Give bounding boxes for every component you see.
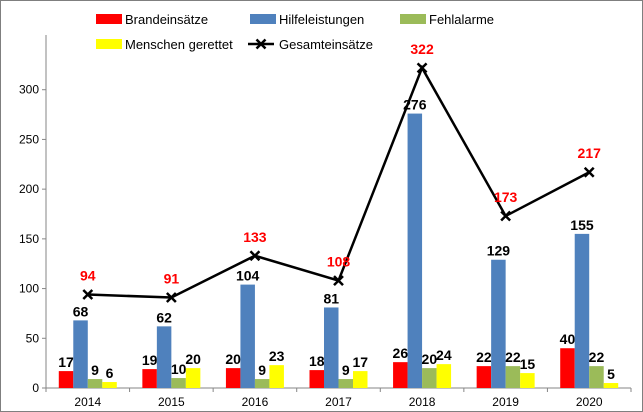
data-label-brandeinsaetze: 20 xyxy=(225,351,241,367)
bar-menschen-gerettet xyxy=(102,382,117,388)
data-label-brandeinsaetze: 40 xyxy=(560,331,576,347)
bar-menschen-gerettet xyxy=(185,368,201,388)
legend-label-gesamteinsaetze: Gesamteinsätze xyxy=(279,37,373,52)
bar-brandeinsaetze xyxy=(142,369,157,388)
bar-fehlalarme xyxy=(87,379,103,388)
legend-label-fehlalarme: Fehlalarme xyxy=(429,12,494,27)
data-label-fehlalarme: 22 xyxy=(589,349,605,365)
data-label-gesamteinsaetze: 133 xyxy=(243,229,267,245)
bar-brandeinsaetze xyxy=(309,370,324,388)
bar-hilfeleistungen xyxy=(324,307,339,388)
data-label-gesamteinsaetze: 173 xyxy=(494,189,518,205)
y-tick-label: 200 xyxy=(19,182,39,196)
marker-gesamteinsaetze xyxy=(333,275,344,287)
data-label-fehlalarme: 9 xyxy=(91,362,99,378)
bar-hilfeleistungen xyxy=(240,284,255,388)
bar-hilfeleistungen xyxy=(73,320,88,388)
bar-fehlalarme xyxy=(254,379,270,388)
bar-brandeinsaetze xyxy=(560,348,575,388)
marker-gesamteinsaetze xyxy=(416,62,428,74)
data-label-menschen-gerettet: 15 xyxy=(520,356,536,372)
bar-fehlalarme xyxy=(505,366,521,388)
data-label-menschen-gerettet: 5 xyxy=(607,366,615,382)
x-tick-label: 2017 xyxy=(325,395,352,409)
bar-brandeinsaetze xyxy=(476,366,492,388)
data-label-brandeinsaetze: 26 xyxy=(393,345,409,361)
bar-brandeinsaetze xyxy=(58,371,74,388)
data-label-brandeinsaetze: 19 xyxy=(142,352,158,368)
data-label-fehlalarme: 9 xyxy=(258,362,266,378)
legend-swatch-menschen-gerettet xyxy=(96,39,122,49)
x-tick-label: 2018 xyxy=(409,395,436,409)
y-tick-label: 300 xyxy=(19,83,39,97)
x-tick-label: 2020 xyxy=(576,395,603,409)
data-label-hilfeleistungen: 129 xyxy=(487,243,511,259)
bar-fehlalarme xyxy=(589,366,604,388)
x-tick-label: 2015 xyxy=(158,395,185,409)
bar-menschen-gerettet xyxy=(353,371,368,388)
x-tick-label: 2014 xyxy=(74,395,101,409)
x-tick-label: 2016 xyxy=(242,395,269,409)
bar-fehlalarme xyxy=(422,368,437,388)
data-label-hilfeleistungen: 81 xyxy=(323,290,339,306)
data-label-fehlalarme: 9 xyxy=(342,362,350,378)
x-tick-label: 2019 xyxy=(492,395,519,409)
data-label-gesamteinsaetze: 217 xyxy=(578,145,602,161)
bar-menschen-gerettet xyxy=(436,364,452,388)
bar-hilfeleistungen xyxy=(156,326,172,388)
legend-swatch-hilfeleistungen xyxy=(250,14,276,24)
marker-gesamteinsaetze xyxy=(500,210,512,222)
y-tick-label: 50 xyxy=(26,331,40,345)
bar-menschen-gerettet xyxy=(603,383,619,388)
data-label-hilfeleistungen: 104 xyxy=(236,268,260,284)
data-label-fehlalarme: 22 xyxy=(505,349,521,365)
data-label-menschen-gerettet: 20 xyxy=(185,351,201,367)
marker-gesamteinsaetze xyxy=(249,250,261,262)
bar-menschen-gerettet xyxy=(269,365,284,388)
data-label-gesamteinsaetze: 91 xyxy=(164,271,180,287)
bar-fehlalarme xyxy=(338,379,353,388)
legend-label-hilfeleistungen: Hilfeleistungen xyxy=(279,12,364,27)
marker-gesamteinsaetze xyxy=(583,166,595,178)
data-label-gesamteinsaetze: 322 xyxy=(410,41,434,57)
legend-swatch-fehlalarme xyxy=(400,14,426,24)
bar-menschen-gerettet xyxy=(520,373,535,388)
data-label-menschen-gerettet: 17 xyxy=(352,354,368,370)
y-tick-label: 150 xyxy=(19,232,39,246)
data-label-hilfeleistungen: 155 xyxy=(570,217,594,233)
bar-hilfeleistungen xyxy=(491,259,506,388)
bar-hilfeleistungen xyxy=(574,233,590,388)
data-label-brandeinsaetze: 18 xyxy=(309,353,325,369)
data-label-hilfeleistungen: 62 xyxy=(156,309,172,325)
data-label-fehlalarme: 10 xyxy=(171,361,187,377)
data-label-brandeinsaetze: 17 xyxy=(58,354,74,370)
bar-brandeinsaetze xyxy=(393,362,408,388)
bar-fehlalarme xyxy=(171,378,186,388)
legend-label-menschen-gerettet: Menschen gerettet xyxy=(125,37,233,52)
data-label-menschen-gerettet: 23 xyxy=(269,348,285,364)
marker-gesamteinsaetze xyxy=(165,292,177,303)
legend-swatch-brandeinsaetze xyxy=(96,14,122,24)
data-label-gesamteinsaetze: 94 xyxy=(80,268,96,284)
data-label-fehlalarme: 20 xyxy=(422,351,438,367)
data-label-menschen-gerettet: 6 xyxy=(106,365,114,381)
bar-brandeinsaetze xyxy=(225,368,241,388)
y-tick-label: 0 xyxy=(32,381,39,395)
data-label-gesamteinsaetze: 108 xyxy=(327,254,351,270)
data-label-menschen-gerettet: 24 xyxy=(436,347,452,363)
y-tick-label: 250 xyxy=(19,132,39,146)
marker-gesamteinsaetze xyxy=(82,289,94,300)
legend-label-brandeinsaetze: Brandeinsätze xyxy=(125,12,208,27)
data-label-hilfeleistungen: 68 xyxy=(73,303,89,319)
bar-hilfeleistungen xyxy=(407,113,423,388)
data-label-brandeinsaetze: 22 xyxy=(476,349,492,365)
legend-marker-gesamteinsaetze xyxy=(255,38,267,50)
y-tick-label: 100 xyxy=(19,282,39,296)
